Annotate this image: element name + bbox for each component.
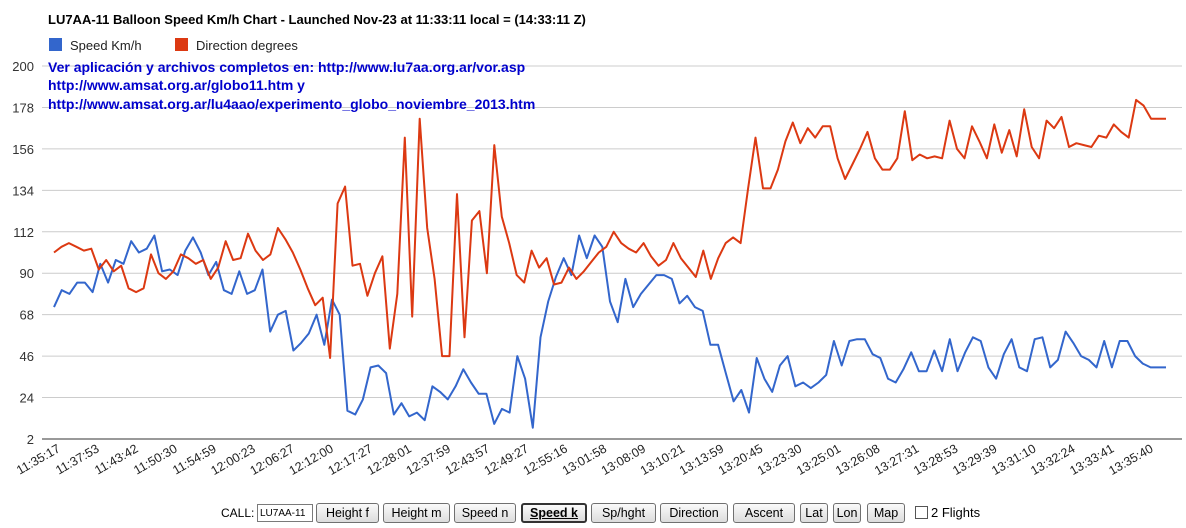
y-tick-label: 200 <box>12 59 34 74</box>
y-tick-label: 156 <box>12 142 34 157</box>
y-tick-label: 90 <box>20 266 34 281</box>
x-tick-label: 11:43:42 <box>92 441 140 477</box>
y-tick-label: 2 <box>27 432 34 447</box>
speed-k-button[interactable]: Speed k <box>521 503 587 523</box>
map-button[interactable]: Map <box>867 503 905 523</box>
y-tick-label: 112 <box>13 225 34 240</box>
y-axis-ticks: 2 24 46 68 90 112 134 156 178 200 <box>12 59 34 447</box>
x-tick-label: 11:50:30 <box>131 441 179 477</box>
annotation-links: Ver aplicación y archivos completos en: … <box>48 59 535 112</box>
speed-n-button[interactable]: Speed n <box>454 503 516 523</box>
legend-swatch-direction <box>175 38 188 51</box>
call-input[interactable] <box>257 504 313 522</box>
direction-button[interactable]: Direction <box>660 503 728 523</box>
y-tick-label: 68 <box>20 308 34 323</box>
legend-label-speed: Speed Km/h <box>70 38 142 53</box>
chart-title: LU7AA-11 Balloon Speed Km/h Chart - Laun… <box>48 12 586 27</box>
sp-hght-button[interactable]: Sp/hght <box>591 503 656 523</box>
height-f-button[interactable]: Height f <box>316 503 379 523</box>
chart: LU7AA-11 Balloon Speed Km/h Chart - Laun… <box>12 12 1182 478</box>
lon-button[interactable]: Lon <box>833 503 861 523</box>
series-line-direction <box>53 98 1166 359</box>
legend-label-direction: Direction degrees <box>196 38 298 53</box>
two-flights-label: 2 Flights <box>931 505 981 520</box>
x-axis-ticks: 11:35:1711:37:5311:43:4211:50:3011:54:59… <box>14 441 1155 477</box>
call-label: CALL: <box>221 506 255 520</box>
series-line-speed <box>53 234 1166 429</box>
lat-button[interactable]: Lat <box>800 503 828 523</box>
controls-bar: CALL: Height f Height m Speed n Speed k … <box>0 502 1186 526</box>
gridlines <box>42 65 1182 440</box>
legend-swatch-speed <box>49 38 62 51</box>
series-layer <box>53 98 1166 429</box>
x-tick-label: 13:35:40 <box>1106 441 1155 477</box>
ascent-button[interactable]: Ascent <box>733 503 795 523</box>
height-m-button[interactable]: Height m <box>383 503 450 523</box>
two-flights-checkbox[interactable] <box>915 506 928 519</box>
annotation-line-2[interactable]: http://www.amsat.org.ar/globo11.htm y <box>48 77 305 93</box>
y-tick-label: 134 <box>12 183 34 198</box>
y-tick-label: 178 <box>12 100 34 115</box>
annotation-line-3[interactable]: http://www.amsat.org.ar/lu4aao/experimen… <box>48 96 535 112</box>
legend: Speed Km/h Direction degrees <box>49 38 298 53</box>
x-tick-label: 11:35:17 <box>14 441 62 477</box>
x-tick-label: 11:37:53 <box>53 441 101 477</box>
y-tick-label: 24 <box>20 391 34 406</box>
annotation-line-1[interactable]: Ver aplicación y archivos completos en: … <box>48 59 525 75</box>
y-tick-label: 46 <box>20 349 34 364</box>
